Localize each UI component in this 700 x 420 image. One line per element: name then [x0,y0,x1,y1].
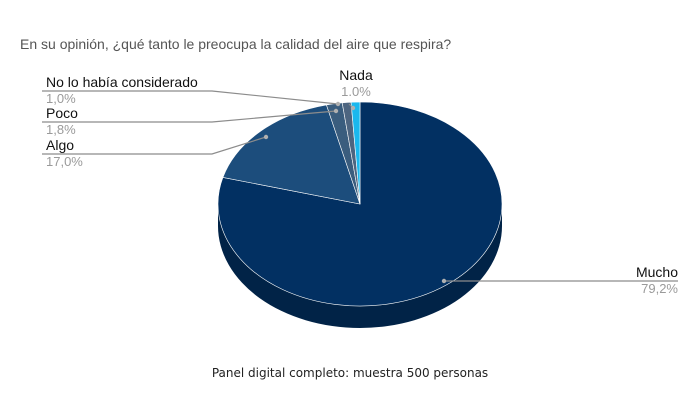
slice-label-name-4: Nada [339,67,373,83]
slice-label-value-0: 79,2% [641,281,678,296]
chart-footnote: Panel digital completo: muestra 500 pers… [211,366,489,380]
slice-label-name-0: Mucho [636,264,678,280]
slice-label-value-3: 1,0% [46,91,76,106]
leader-dot-4 [350,105,356,111]
pie-slices [217,101,503,307]
slice-label-name-1: Algo [46,137,74,153]
pie-slice-0 [217,101,503,307]
leader-line-3 [42,90,339,105]
leader-dot-2 [333,108,339,114]
slice-label-value-2: 1,8% [46,122,76,137]
leader-dot-1 [263,134,269,140]
slice-label-value-1: 17,0% [46,154,83,169]
slice-label-name-2: Poco [46,105,78,121]
pie-slice-1 [222,104,361,205]
slice-label-name-3: No lo había considerado [46,74,198,90]
leader-line-1 [42,136,267,155]
slice-label-value-4: 1.0% [341,84,371,99]
pie-depth [218,204,502,328]
leader-dot-3 [335,101,341,107]
leader-dot-0 [441,278,447,284]
pie-slice-4 [350,101,361,205]
label-leaders [42,90,678,284]
chart-title: En su opinión, ¿qué tanto le preocupa la… [20,36,452,52]
leader-line-2 [42,110,337,123]
slice-side-0 [218,204,502,328]
